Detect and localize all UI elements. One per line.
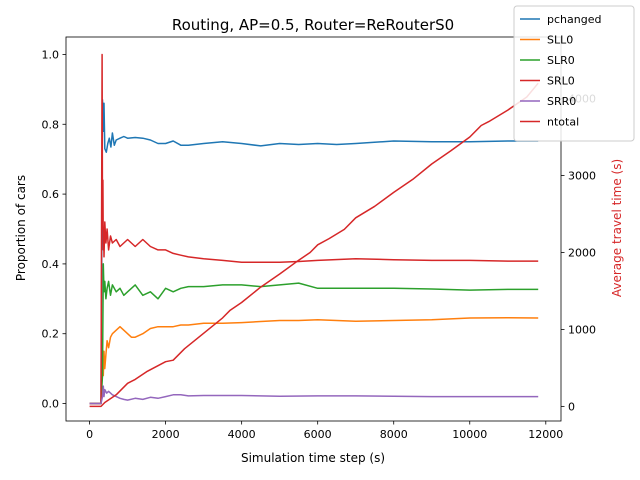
x-tick-label: 2000 — [152, 428, 180, 441]
x-axis-label: Simulation time step (s) — [241, 451, 385, 465]
y-tick-label: 0.0 — [42, 398, 60, 411]
y-tick-label: 1.0 — [42, 48, 60, 61]
series-line-sll0 — [89, 316, 539, 405]
series-line-srr0 — [89, 385, 539, 405]
legend-label-slr0: SLR0 — [547, 54, 575, 67]
right-y-axis-label: Average travel time (s) — [610, 159, 624, 297]
right-y-tick-label: 3000 — [568, 170, 596, 183]
legend-label-ntotal: ntotal — [547, 116, 579, 129]
x-tick-label: 6000 — [304, 428, 332, 441]
right-y-tick-label: 0 — [568, 400, 575, 413]
series-line-pchanged — [89, 99, 539, 405]
legend-frame — [513, 5, 635, 142]
legend-label-pchanged: pchanged — [547, 13, 601, 26]
y-axis-label: Proportion of cars — [14, 175, 28, 281]
legend: pchanged SLL0 SLR0 SRL0 SRR0 ntotal — [513, 5, 635, 142]
legend-label-srr0: SRR0 — [547, 95, 576, 108]
chart-title: Routing, AP=0.5, Router=ReRouterS0 — [172, 16, 454, 34]
series-line-ntotal — [89, 82, 539, 408]
x-tick-label: 4000 — [228, 428, 256, 441]
legend-label-sll0: SLL0 — [547, 34, 573, 47]
y-tick-label: 0.8 — [42, 118, 60, 131]
series-line-srl0 — [89, 53, 539, 405]
series-line-slr0 — [89, 263, 539, 405]
legend-label-srl0: SRL0 — [547, 75, 575, 88]
x-tick-label: 0 — [86, 428, 93, 441]
y-tick-label: 0.2 — [42, 328, 60, 341]
right-y-tick-label: 1000 — [568, 323, 596, 336]
axes-layer: 0 2000 4000 6000 8000 10000 120000.00.20.40.60… — [42, 36, 596, 441]
series-layer — [89, 53, 539, 408]
x-tick-label: 12000 — [528, 428, 563, 441]
plot-frame — [65, 36, 562, 422]
right-y-tick-label: 2000 — [568, 246, 596, 259]
x-tick-label: 10000 — [452, 428, 487, 441]
x-tick-label: 8000 — [380, 428, 408, 441]
y-tick-label: 0.4 — [42, 258, 60, 271]
y-tick-label: 0.6 — [42, 188, 60, 201]
